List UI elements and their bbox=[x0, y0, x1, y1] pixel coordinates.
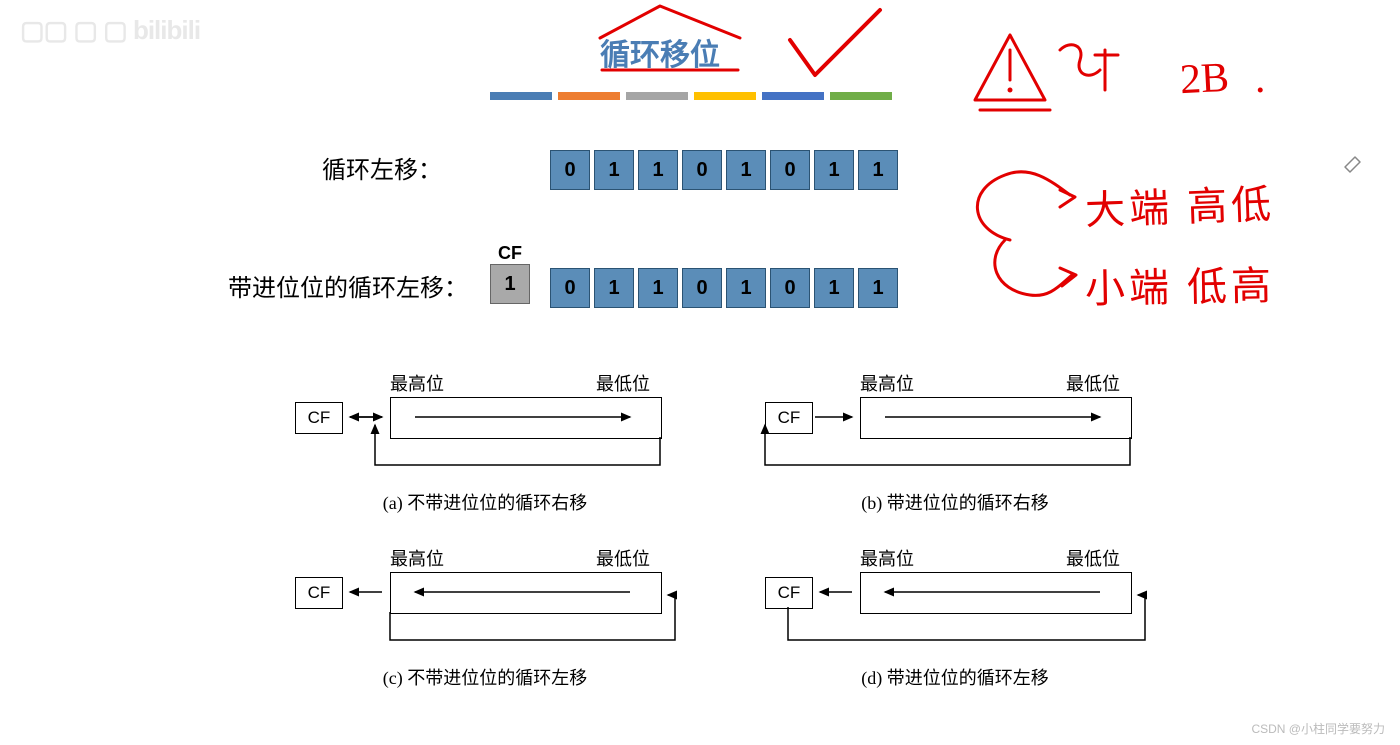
bit: 1 bbox=[638, 150, 678, 190]
bit: 1 bbox=[726, 268, 766, 308]
diagram-d: 最高位 最低位 CF (d) 带进位位的循环左移 bbox=[750, 545, 1160, 690]
caption-a: (a) 不带进位位的循环右移 bbox=[280, 489, 690, 515]
row2-bits: 0 1 1 0 1 0 1 1 bbox=[550, 268, 898, 308]
row2-label: 带进位位的循环左移： bbox=[228, 268, 468, 303]
bit: 1 bbox=[594, 150, 634, 190]
lsb-label: 最低位 bbox=[596, 370, 650, 396]
register-d bbox=[860, 572, 1132, 614]
row1-label: 循环左移： bbox=[322, 150, 442, 185]
colorbar-seg-1 bbox=[558, 92, 620, 100]
bit-row-2: 0 1 1 0 1 0 1 1 bbox=[550, 268, 898, 308]
colorbar-seg-5 bbox=[830, 92, 892, 100]
watermark-bilibili: ▢▢ ▢ ▢ bilibili bbox=[20, 15, 200, 46]
lsb-label: 最低位 bbox=[596, 545, 650, 571]
cf-label: CF bbox=[490, 243, 530, 264]
title-text: 循环移位 bbox=[600, 39, 720, 72]
page-title: 循环移位 bbox=[600, 30, 720, 74]
bit: 0 bbox=[550, 150, 590, 190]
cf-box-d: CF bbox=[765, 577, 813, 609]
bit: 1 bbox=[858, 150, 898, 190]
row1-bits: 0 1 1 0 1 0 1 1 bbox=[550, 150, 898, 190]
bit-row-1: 0 1 1 0 1 0 1 1 bbox=[550, 150, 898, 190]
bit: 0 bbox=[770, 268, 810, 308]
caption-b: (b) 带进位位的循环右移 bbox=[750, 489, 1160, 515]
diagram-grid: 最高位 最低位 CF (a) 不带进位位的循环右移 最高位 最低位 bbox=[280, 370, 1160, 720]
msb-label: 最高位 bbox=[390, 545, 444, 571]
cf-box-a: CF bbox=[295, 402, 343, 434]
title-colorbar bbox=[490, 92, 892, 100]
row-rotate-left-cf: 带进位位的循环左移： bbox=[228, 268, 468, 303]
cf-wrap: CF 1 bbox=[490, 243, 530, 304]
caption-c: (c) 不带进位位的循环左移 bbox=[280, 664, 690, 690]
diagram-a: 最高位 最低位 CF (a) 不带进位位的循环右移 bbox=[280, 370, 690, 515]
colorbar-seg-3 bbox=[694, 92, 756, 100]
wm-squares: ▢▢ ▢ ▢ bbox=[20, 15, 127, 45]
msb-label: 最高位 bbox=[390, 370, 444, 396]
lsb-label: 最低位 bbox=[1066, 370, 1120, 396]
bit: 1 bbox=[858, 268, 898, 308]
diagram-b: 最高位 最低位 CF (b) 带进位位的循环右移 bbox=[750, 370, 1160, 515]
colorbar-seg-4 bbox=[762, 92, 824, 100]
wm-logo-text: bilibili bbox=[133, 15, 200, 45]
msb-label: 最高位 bbox=[860, 370, 914, 396]
watermark-footer: CSDN @小柱同学要努力 bbox=[1251, 720, 1385, 737]
register-b bbox=[860, 397, 1132, 439]
bit: 0 bbox=[550, 268, 590, 308]
bit: 1 bbox=[594, 268, 634, 308]
bit: 1 bbox=[726, 150, 766, 190]
row-rotate-left: 循环左移： bbox=[322, 150, 442, 185]
annotation-dot: . bbox=[1255, 55, 1266, 103]
bit: 0 bbox=[682, 268, 722, 308]
register-a bbox=[390, 397, 662, 439]
colorbar-seg-2 bbox=[626, 92, 688, 100]
colorbar-seg-0 bbox=[490, 92, 552, 100]
bit: 1 bbox=[814, 150, 854, 190]
annotation-littleend: 小端 低高 bbox=[1085, 253, 1276, 314]
cf-box-c: CF bbox=[295, 577, 343, 609]
lsb-label: 最低位 bbox=[1066, 545, 1120, 571]
cf-box: 1 bbox=[490, 264, 530, 304]
diagram-c: 最高位 最低位 CF (c) 不带进位位的循环左移 bbox=[280, 545, 690, 690]
bit: 1 bbox=[814, 268, 854, 308]
bit: 0 bbox=[682, 150, 722, 190]
cf-box-b: CF bbox=[765, 402, 813, 434]
bit: 0 bbox=[770, 150, 810, 190]
annotation-2b: 2B bbox=[1179, 54, 1230, 104]
msb-label: 最高位 bbox=[860, 545, 914, 571]
register-c bbox=[390, 572, 662, 614]
caption-d: (d) 带进位位的循环左移 bbox=[750, 664, 1160, 690]
bit: 1 bbox=[638, 268, 678, 308]
annotation-bigend: 大端 高低 bbox=[1084, 172, 1276, 237]
